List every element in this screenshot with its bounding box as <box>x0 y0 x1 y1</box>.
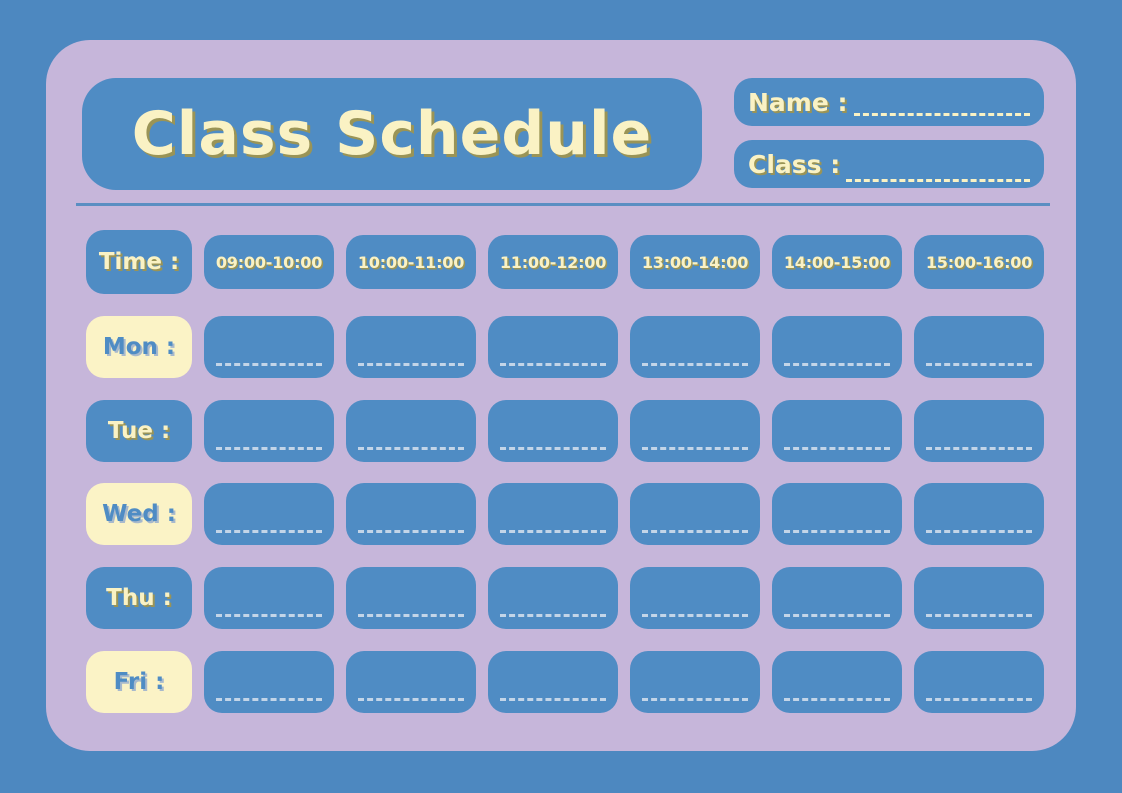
entry-wed-1[interactable] <box>346 483 476 546</box>
entry-tue-2[interactable] <box>488 399 618 462</box>
entry-tue-1[interactable] <box>346 399 476 462</box>
entry-wed-4[interactable] <box>772 483 902 546</box>
time-slot-5: 15:00-16:00 <box>914 235 1044 289</box>
header-section: Class Schedule Name : Class : <box>82 72 1044 200</box>
time-header-label: Time : <box>86 230 192 294</box>
time-slot-0: 09:00-10:00 <box>204 235 334 289</box>
entry-mon-1[interactable] <box>346 315 476 378</box>
entry-mon-2[interactable] <box>488 315 618 378</box>
time-slot-4: 14:00-15:00 <box>772 235 902 289</box>
entry-thu-1[interactable] <box>346 567 476 630</box>
entry-tue-5[interactable] <box>914 399 1044 462</box>
time-header-row: Time : 09:00-10:00 10:00-11:00 11:00-12:… <box>86 230 1044 294</box>
header-divider <box>76 203 1050 206</box>
entry-wed-5[interactable] <box>914 483 1044 546</box>
name-field-underline[interactable] <box>853 113 1030 116</box>
name-field-label: Name : <box>748 87 848 117</box>
entry-fri-2[interactable] <box>488 650 618 713</box>
day-label-mon: Mon : <box>86 315 192 378</box>
time-slot-1: 10:00-11:00 <box>346 235 476 289</box>
entry-mon-3[interactable] <box>630 315 760 378</box>
entry-fri-3[interactable] <box>630 650 760 713</box>
day-label-thu: Thu : <box>86 567 192 630</box>
entry-thu-4[interactable] <box>772 567 902 630</box>
entry-wed-0[interactable] <box>204 483 334 546</box>
day-row-mon: Mon : <box>86 315 1044 378</box>
class-field-label: Class : <box>748 149 841 179</box>
day-label-tue: Tue : <box>86 399 192 462</box>
day-row-tue: Tue : <box>86 399 1044 462</box>
entry-tue-3[interactable] <box>630 399 760 462</box>
class-field-underline[interactable] <box>846 179 1030 182</box>
time-slot-2: 11:00-12:00 <box>488 235 618 289</box>
day-row-thu: Thu : <box>86 567 1044 630</box>
day-label-fri: Fri : <box>86 650 192 713</box>
class-field[interactable]: Class : <box>734 140 1044 188</box>
entry-fri-1[interactable] <box>346 650 476 713</box>
title-pill: Class Schedule <box>82 78 702 190</box>
entry-mon-0[interactable] <box>204 315 334 378</box>
entry-wed-2[interactable] <box>488 483 618 546</box>
entry-mon-4[interactable] <box>772 315 902 378</box>
day-row-fri: Fri : <box>86 650 1044 713</box>
entry-thu-0[interactable] <box>204 567 334 630</box>
entry-thu-3[interactable] <box>630 567 760 630</box>
entry-fri-5[interactable] <box>914 650 1044 713</box>
time-slot-3: 13:00-14:00 <box>630 235 760 289</box>
entry-wed-3[interactable] <box>630 483 760 546</box>
entry-tue-0[interactable] <box>204 399 334 462</box>
name-field[interactable]: Name : <box>734 78 1044 126</box>
entry-thu-2[interactable] <box>488 567 618 630</box>
schedule-card: Class Schedule Name : Class : Time : 09:… <box>46 40 1076 751</box>
entry-tue-4[interactable] <box>772 399 902 462</box>
entry-thu-5[interactable] <box>914 567 1044 630</box>
day-row-wed: Wed : <box>86 483 1044 546</box>
entry-fri-4[interactable] <box>772 650 902 713</box>
entry-fri-0[interactable] <box>204 650 334 713</box>
entry-mon-5[interactable] <box>914 315 1044 378</box>
day-label-wed: Wed : <box>86 483 192 546</box>
schedule-grid: Time : 09:00-10:00 10:00-11:00 11:00-12:… <box>86 230 1044 713</box>
page-title: Class Schedule <box>131 99 653 169</box>
